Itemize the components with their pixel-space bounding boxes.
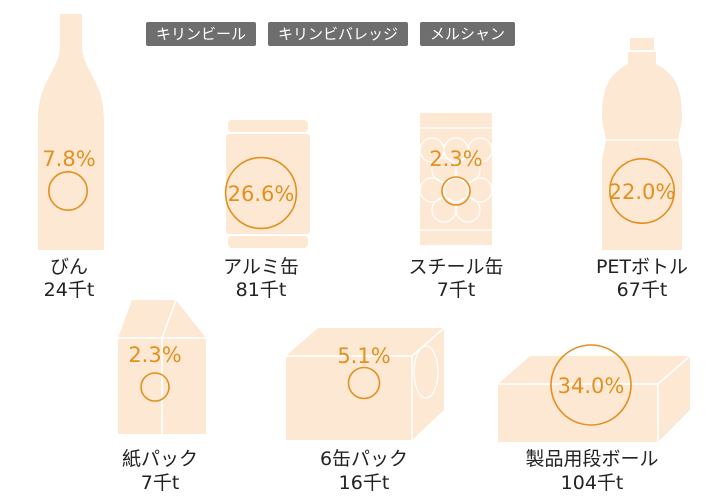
share-circle-steel-can [441,176,471,206]
item-name-cardboard-box: 製品用段ボール [525,448,659,470]
percent-label-six-can-pack: 5.1% [337,344,391,368]
pet-bottle-icon [602,38,682,250]
tag-mercian: メルシャン [420,22,516,46]
share-circle-bottle [47,171,89,212]
item-amount-steel-can: 7千t [436,279,476,301]
item-amount-cardboard-box: 104千t [560,472,624,494]
share-circle-aluminum-can [224,156,298,230]
share-circle-six-can-pack [347,366,381,400]
company-tags: キリンビール キリンビバレッジ メルシャン [146,22,516,46]
share-circle-cardboard-box [550,344,632,426]
tag-kirin-beer: キリンビール [146,22,257,46]
steel-can-icon [419,113,493,245]
bottle-icon [38,14,104,250]
tag-kirin-beverage: キリンビバレッジ [268,22,409,46]
six-can-pack-icon [286,327,445,440]
item-amount-six-can-pack: 16千t [338,472,390,494]
percent-label-aluminum-can: 26.6% [227,182,295,206]
percent-label-bottle: 7.8% [42,147,96,171]
item-name-steel-can: スチール缶 [408,256,504,278]
percent-label-cardboard-box: 34.0% [557,374,625,398]
item-amount-bottle: 24千t [43,279,95,301]
share-circle-pet-bottle [608,158,675,225]
share-circle-paper-carton [140,372,170,402]
item-name-six-can-pack: 6缶パック [319,448,409,470]
percent-label-steel-can: 2.3% [429,147,483,171]
item-amount-paper-carton: 7千t [140,472,180,494]
aluminum-can-icon [226,120,310,248]
item-name-bottle: びん [49,256,89,278]
item-amount-pet-bottle: 67千t [616,279,668,301]
paper-carton-icon [118,299,206,434]
item-name-aluminum-can: アルミ缶 [223,256,299,278]
item-name-pet-bottle: PETボトル [595,256,689,278]
item-amount-aluminum-can: 81千t [235,279,287,301]
percent-label-pet-bottle: 22.0% [608,180,676,204]
percent-label-paper-carton: 2.3% [128,343,182,367]
cardboard-box-icon [498,355,691,442]
item-name-paper-carton: 紙パック [121,448,199,470]
